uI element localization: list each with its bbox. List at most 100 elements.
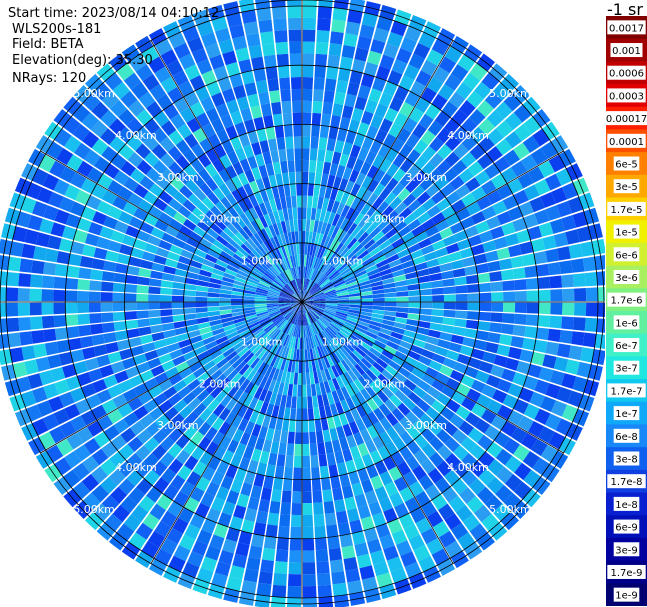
data-cell bbox=[0, 271, 8, 286]
data-cell bbox=[356, 553, 372, 569]
data-cell bbox=[272, 368, 280, 381]
data-cell bbox=[524, 265, 538, 278]
data-cell bbox=[510, 160, 528, 178]
data-cell bbox=[325, 305, 338, 310]
data-cell bbox=[455, 293, 468, 302]
data-cell bbox=[321, 314, 332, 323]
data-cell bbox=[232, 428, 244, 443]
data-cell bbox=[323, 310, 336, 317]
data-cell bbox=[271, 584, 287, 598]
data-cell bbox=[302, 41, 315, 54]
data-cell bbox=[438, 56, 457, 74]
data-cell bbox=[417, 211, 431, 225]
data-cell bbox=[406, 277, 419, 286]
data-cell bbox=[430, 316, 444, 324]
data-cell bbox=[331, 19, 346, 33]
data-cell bbox=[490, 312, 503, 323]
data-cell bbox=[178, 80, 194, 97]
data-cell bbox=[282, 208, 289, 221]
data-cell bbox=[302, 6, 317, 19]
data-cell bbox=[302, 503, 313, 516]
data-cell bbox=[78, 324, 92, 337]
data-cell bbox=[369, 210, 381, 223]
range-ring-label: 5.00km bbox=[73, 87, 115, 100]
data-cell bbox=[597, 302, 605, 317]
data-cell bbox=[161, 360, 176, 372]
data-cell bbox=[255, 289, 268, 295]
data-cell bbox=[279, 294, 291, 299]
data-cell bbox=[202, 336, 216, 346]
data-cell bbox=[218, 168, 231, 183]
data-cell bbox=[495, 484, 513, 503]
data-cell bbox=[312, 196, 319, 209]
data-cell bbox=[199, 451, 213, 466]
data-cell bbox=[337, 331, 348, 342]
data-cell bbox=[54, 209, 70, 225]
data-cell bbox=[240, 263, 253, 273]
data-cell bbox=[244, 209, 255, 223]
data-cell bbox=[526, 290, 539, 302]
data-cell bbox=[322, 429, 332, 443]
data-cell bbox=[493, 236, 508, 250]
data-cell bbox=[317, 233, 324, 246]
data-cell bbox=[292, 267, 298, 280]
data-cell bbox=[302, 302, 311, 311]
data-cell bbox=[290, 514, 302, 527]
data-cell bbox=[197, 321, 211, 330]
data-cell bbox=[213, 445, 227, 461]
data-cell bbox=[504, 455, 522, 473]
data-cell bbox=[388, 466, 403, 482]
data-cell bbox=[477, 272, 491, 283]
data-cell bbox=[12, 361, 28, 378]
data-cell bbox=[93, 247, 108, 260]
data-cell bbox=[310, 455, 319, 468]
colorbar-label-bg bbox=[607, 201, 646, 216]
data-cell bbox=[318, 332, 326, 345]
data-cell bbox=[198, 168, 212, 183]
data-cell bbox=[372, 361, 385, 374]
data-cell bbox=[264, 226, 273, 239]
data-cell bbox=[128, 256, 142, 268]
data-cell bbox=[144, 243, 159, 254]
data-cell bbox=[378, 239, 392, 251]
data-cell bbox=[93, 503, 112, 522]
data-cell bbox=[350, 196, 361, 210]
data-cell bbox=[384, 297, 397, 302]
data-cell bbox=[179, 534, 196, 551]
data-cell bbox=[421, 161, 436, 177]
data-cell bbox=[381, 205, 394, 219]
data-cell bbox=[127, 397, 143, 412]
data-cell bbox=[493, 354, 508, 368]
data-cell bbox=[302, 195, 308, 208]
data-cell bbox=[133, 353, 148, 366]
data-cell bbox=[248, 44, 263, 59]
data-cell bbox=[173, 491, 189, 507]
data-cell bbox=[155, 175, 170, 190]
data-cell bbox=[341, 485, 354, 499]
data-cell bbox=[372, 512, 387, 527]
data-cell bbox=[290, 300, 302, 302]
data-cell bbox=[158, 239, 173, 251]
data-cell bbox=[212, 158, 225, 173]
data-cell bbox=[246, 319, 259, 326]
data-cell bbox=[318, 185, 327, 198]
data-cell bbox=[302, 100, 312, 113]
data-cell bbox=[369, 347, 382, 358]
data-cell bbox=[460, 374, 475, 388]
data-cell bbox=[326, 416, 336, 430]
data-cell bbox=[453, 445, 469, 461]
data-cell bbox=[297, 254, 301, 267]
data-cell bbox=[230, 372, 243, 385]
data-cell bbox=[269, 285, 281, 293]
data-cell bbox=[296, 325, 300, 338]
data-cell bbox=[271, 101, 282, 115]
data-cell bbox=[205, 412, 219, 427]
data-cell bbox=[256, 331, 267, 342]
data-cell bbox=[171, 288, 185, 296]
data-cell bbox=[243, 407, 254, 421]
data-cell bbox=[46, 444, 64, 463]
data-cell bbox=[82, 492, 101, 511]
colorbar-label-bg bbox=[613, 406, 640, 421]
data-cell bbox=[342, 142, 353, 156]
data-cell bbox=[549, 370, 565, 386]
